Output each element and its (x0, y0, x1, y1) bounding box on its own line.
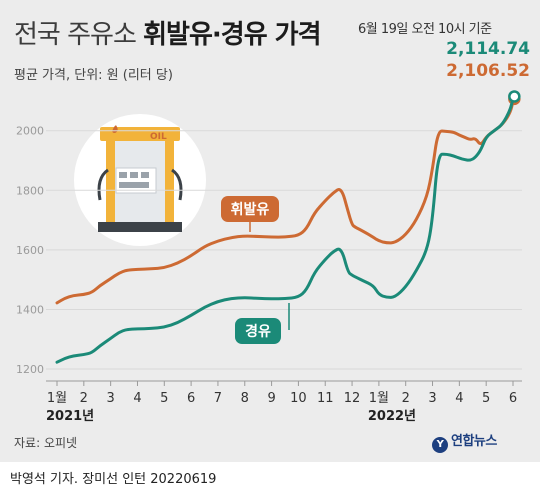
series-label: 휘발유 (231, 201, 270, 218)
x-tick-label: 12 (344, 391, 361, 406)
y-tick-label: 1400 (16, 303, 44, 316)
chart-card: 전국 주유소 휘발유·경유 가격 평균 가격, 단위: 원 (리터 당) 6월 … (0, 0, 540, 462)
x-tick-label: 4 (455, 391, 463, 406)
yonhap-logo-mark: Y (432, 437, 448, 453)
price-gasoline: 2,106.52 (446, 61, 530, 81)
yonhap-logo: Y 연합뉴스 (432, 430, 497, 453)
diesel-line-end-marker (508, 90, 521, 103)
series-label-box (235, 318, 281, 344)
chart-subtitle: 평균 가격, 단위: 원 (리터 당) (14, 68, 173, 83)
y-tick-label: 1600 (16, 244, 44, 257)
footer: 박영석 기자. 장미선 인턴 20220619 (0, 462, 540, 492)
x-tick-label: 5 (482, 391, 490, 406)
series-label-box (221, 196, 279, 222)
y-tick-label: 1200 (16, 363, 44, 376)
oil-label: OIL (150, 132, 167, 142)
y-tick-label: 2000 (16, 125, 44, 138)
chart-title: 전국 주유소 휘발유·경유 가격 (14, 20, 322, 50)
year-label: 2021년 (46, 409, 94, 424)
source-note: 자료: 오피넷 (14, 436, 78, 450)
x-tick-label: 2 (402, 391, 410, 406)
date-note: 6월 19일 오전 10시 기준 (358, 22, 492, 37)
credit-line: 박영석 기자. 장미선 인턴 20220619 (10, 472, 217, 487)
x-tick-label: 6 (187, 391, 195, 406)
diesel-line (55, 95, 516, 364)
x-tick-label: 3 (107, 391, 115, 406)
x-tick-label: 10 (290, 391, 307, 406)
x-tick-label: 9 (267, 391, 275, 406)
series-label: 경유 (245, 323, 271, 340)
x-tick-label: 6 (509, 391, 517, 406)
x-tick-label: 4 (133, 391, 141, 406)
x-tick-label: 8 (241, 391, 249, 406)
x-tick-label: 11 (317, 391, 334, 406)
x-tick-label: 2 (80, 391, 88, 406)
gasoline-line (55, 97, 516, 305)
x-tick-label: 1월 (369, 391, 389, 406)
x-tick-label: 7 (214, 391, 222, 406)
line-chart: OIL 1200 1400 1600 1800 2000 1월 2 3 4 5 6 7 8 9 10 11 12… (16, 90, 522, 424)
price-diesel: 2,114.74 (446, 39, 530, 59)
x-tick-label: 5 (160, 391, 168, 406)
y-tick-label: 1800 (16, 184, 44, 197)
gas-pump-icon: OIL (74, 114, 206, 246)
year-label: 2022년 (368, 409, 416, 424)
x-tick-label: 1월 (47, 391, 67, 406)
x-tick-label: 3 (428, 391, 436, 406)
